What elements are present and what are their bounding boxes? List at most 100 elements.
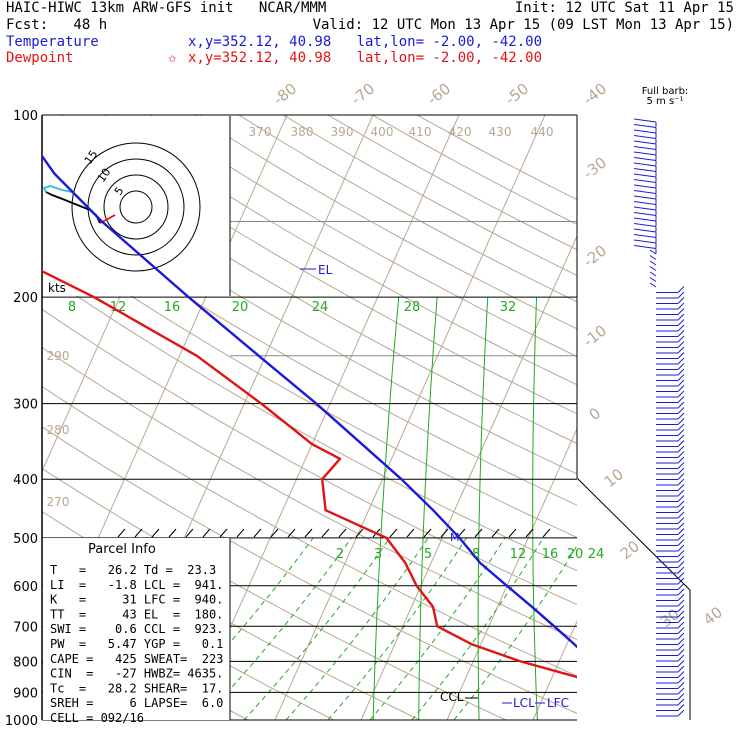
isotherm-line (188, 115, 460, 720)
mixing-ratio-label: 16 (542, 547, 559, 562)
temperature-legend-coords: x,y=352.12, 40.98 lat,lon= -2.00, -42.00 (188, 34, 543, 50)
wind-barb (633, 173, 657, 178)
wind-barb (677, 451, 685, 458)
wind-barb (677, 319, 685, 326)
parcel-info-row: CELL = 092/16 (50, 711, 144, 725)
m-marker-label: M (450, 531, 460, 544)
wind-barb (677, 605, 685, 612)
wind-barb (677, 473, 685, 480)
wind-barb (677, 324, 685, 332)
wind-barb (633, 206, 657, 211)
hatch-tick (423, 528, 432, 538)
wind-barb (677, 330, 685, 337)
hatch-tick (151, 528, 160, 538)
pressure-label: 900 (13, 686, 38, 701)
parcel-info-panel: Parcel Info T = 26.2 Td = 23.3LI = -1.8 L… (43, 528, 551, 725)
wind-barb (677, 478, 685, 486)
wind-barb (677, 539, 685, 546)
isotherm-label: 40 (700, 603, 726, 629)
wind-barbs: Full barb:5 m s⁻¹ (633, 86, 688, 717)
right-skew-edge (576, 477, 691, 591)
dewpoint-legend-coords: x,y=352.12, 40.98 lat,lon= -2.00, -42.00 (188, 50, 543, 66)
wind-barb (677, 506, 685, 513)
wind-barb (677, 550, 685, 557)
wind-barb (677, 396, 685, 403)
wind-barb (677, 698, 685, 706)
wind-barb (677, 528, 685, 535)
wind-barb (649, 277, 657, 282)
moist-adiabat-line (369, 537, 506, 720)
wind-barb (677, 308, 685, 315)
wind-barb (677, 643, 685, 651)
wind-barb (633, 146, 657, 150)
wind-barb (677, 467, 685, 475)
parcel-info-row: PW = 5.47 YGP = 0.1 (50, 637, 223, 651)
ccl-marker-label: CCL (440, 690, 464, 704)
dewpoint-profile-line (42, 269, 577, 679)
wind-barb (649, 282, 657, 288)
hodograph-ring (119, 190, 153, 224)
wind-barb (649, 249, 657, 255)
mixing-ratio-label: 12 (510, 547, 527, 562)
isotherm-line (446, 427, 577, 720)
dewpoint-legend-label: Dewpoint (6, 50, 74, 66)
pressure-label: 600 (13, 580, 38, 595)
parcel-info-row: SREH = 6 LAPSE= 6.0 (50, 696, 223, 710)
isotherm-label: -60 (424, 79, 454, 108)
moist-adiabat-line (285, 537, 429, 720)
wind-barb (677, 588, 685, 596)
parcel-info-row: Tc = 28.2 SHEAR= 17. (50, 681, 223, 695)
hatch-tick (338, 528, 347, 538)
parcel-info-row: CAPE = 425 SWEAT= 223 (50, 652, 223, 666)
wind-barb (677, 627, 685, 634)
mixing-ratio-line (477, 297, 489, 720)
plot-frame (41, 114, 691, 720)
isotherm-label: -30 (580, 153, 610, 182)
wind-barb (677, 577, 685, 585)
parcel-info-row: LI = -1.8 LCL = 941. (50, 578, 223, 592)
pressure-label: 200 (13, 291, 38, 306)
hatch-tick (219, 528, 228, 538)
wind-barb (677, 407, 685, 414)
wind-barb (677, 660, 685, 667)
barb-unit-label: 5 m s⁻¹ (647, 96, 684, 107)
wind-barb (677, 495, 685, 502)
wind-barb (677, 445, 685, 453)
hodograph-ring (103, 174, 169, 240)
wind-barb (677, 671, 685, 678)
hodograph-trace-high (42, 185, 73, 193)
hodograph-background (43, 116, 230, 296)
hatch-tick (542, 528, 551, 538)
wind-barb (677, 352, 685, 359)
pressure-label: 800 (13, 655, 38, 670)
hatch-tick (525, 528, 534, 538)
wind-barb (677, 456, 685, 464)
hatch-tick (508, 528, 517, 538)
forecast-hour: Fcst: 48 h (6, 17, 108, 33)
wind-barb (633, 157, 657, 161)
hatch-tick (202, 528, 211, 538)
hatch-tick (406, 528, 415, 538)
lfc-marker-label: LFC (547, 696, 569, 710)
model-title: HAIC-HIWC 13km ARW-GFS init NCAR/MMM (6, 0, 327, 16)
wind-barb (677, 286, 685, 293)
mixing-ratio-label: 28 (404, 300, 421, 315)
parcel-info-row: CIN = -27 HWBZ= 4635. (50, 667, 223, 681)
mixing-ratio-label: 12 (110, 300, 127, 315)
wind-barb (677, 291, 685, 299)
wind-barb (677, 610, 685, 618)
isotherm-label: -70 (348, 79, 378, 108)
isotherm-label: 10 (601, 465, 627, 491)
dry-adiabat-line (42, 271, 577, 572)
wind-barb (649, 255, 657, 260)
mixing-ratio-line (638, 297, 660, 720)
wind-barb (677, 374, 685, 381)
wind-barb (677, 418, 685, 425)
pressure-label: 400 (13, 473, 38, 488)
dry-adiabat-label: 420 (449, 125, 472, 139)
pressure-label: 1000 (5, 714, 38, 729)
wind-barb (633, 212, 657, 216)
parcel-info-background (43, 538, 230, 720)
dry-adiabat-label: 370 (249, 125, 272, 139)
